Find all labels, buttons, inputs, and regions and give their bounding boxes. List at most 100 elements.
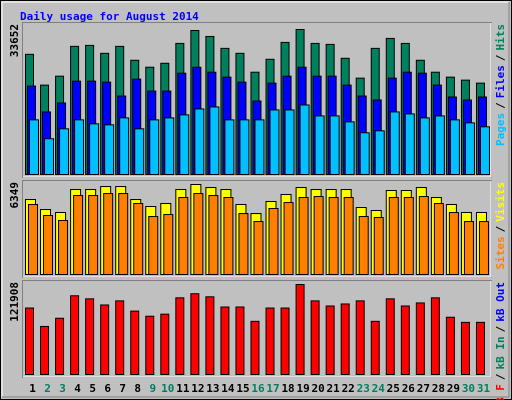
- bar: [329, 115, 340, 175]
- bar: [74, 119, 85, 175]
- bar: [283, 202, 294, 275]
- x-tick-label: 15: [236, 382, 249, 395]
- bar: [355, 300, 365, 376]
- bar: [373, 217, 384, 275]
- x-tick-label: 12: [191, 382, 204, 395]
- bar: [118, 193, 129, 275]
- x-tick-label: 24: [372, 382, 386, 395]
- bar: [89, 123, 100, 176]
- bar: [224, 119, 235, 175]
- bar: [58, 219, 69, 276]
- bar: [160, 313, 170, 375]
- x-tick-label: 7: [119, 382, 126, 395]
- legend-entry: kB F: [494, 384, 507, 400]
- bar: [479, 126, 490, 176]
- x-tick-label: 5: [89, 382, 96, 395]
- x-tick-label: 14: [221, 382, 235, 395]
- legend-entry: Files: [494, 65, 507, 98]
- bar: [115, 300, 125, 376]
- legend-entry: kB In: [494, 336, 507, 369]
- bar: [358, 216, 369, 276]
- bar: [119, 117, 130, 175]
- plot-bevel: [23, 23, 492, 178]
- legend-entry: kB Out: [494, 282, 507, 322]
- bar: [205, 296, 215, 376]
- bar: [220, 306, 230, 375]
- legend-separator: /: [494, 54, 507, 61]
- bar: [280, 307, 290, 375]
- x-tick-label: 16: [251, 382, 265, 395]
- bar: [130, 310, 140, 375]
- x-tick-label: 27: [417, 382, 430, 395]
- bar: [433, 203, 444, 275]
- legend-separator: /: [494, 373, 507, 380]
- bar: [238, 213, 249, 275]
- x-tick-label: 13: [206, 382, 219, 395]
- x-tick-label: 18: [281, 382, 294, 395]
- bar: [359, 132, 370, 175]
- x-tick-label: 20: [312, 382, 325, 395]
- legend-entry: Hits: [494, 24, 507, 51]
- bar: [70, 295, 80, 376]
- legend: Sites / Visits: [494, 182, 507, 270]
- bar: [175, 297, 185, 376]
- x-tick-label: 3: [59, 382, 66, 395]
- x-tick-label: 26: [402, 382, 416, 395]
- bar: [208, 195, 219, 275]
- bar: [103, 193, 114, 275]
- bar: [209, 106, 220, 175]
- legend: kB F / kB In / kB Out: [494, 282, 507, 400]
- bar: [445, 316, 455, 375]
- bar: [253, 221, 264, 276]
- x-tick-label: 17: [266, 382, 279, 395]
- bar: [415, 302, 425, 375]
- bar: [313, 196, 324, 276]
- bar: [388, 197, 399, 275]
- x-tick-label: 31: [477, 382, 491, 395]
- bar: [418, 196, 429, 276]
- bar: [73, 195, 84, 275]
- bar: [475, 321, 485, 375]
- max-label: 33652: [8, 24, 21, 57]
- bar: [148, 216, 159, 276]
- bar: [223, 197, 234, 275]
- x-tick-label: 19: [296, 382, 309, 395]
- bar: [190, 293, 200, 376]
- bar: [44, 138, 55, 175]
- bar: [134, 128, 145, 176]
- bar: [419, 117, 430, 175]
- bar: [85, 298, 95, 376]
- bar: [284, 109, 295, 175]
- max-label: 6349: [8, 182, 21, 209]
- bar: [149, 119, 160, 175]
- bar: [28, 204, 38, 275]
- legend: Pages / Files / Hits: [494, 24, 507, 146]
- bar: [104, 124, 115, 175]
- bar: [343, 197, 354, 275]
- x-tick-label: 4: [74, 382, 81, 395]
- x-tick-label: 11: [176, 382, 190, 395]
- bar: [299, 104, 310, 175]
- bar: [163, 214, 174, 275]
- legend-entry: Sites: [494, 236, 507, 269]
- bar: [430, 297, 440, 376]
- x-tick-label: 25: [387, 382, 400, 395]
- x-tick-label: 22: [342, 382, 355, 395]
- bar: [478, 221, 489, 276]
- bar: [389, 111, 400, 175]
- bar: [295, 284, 305, 375]
- bar: [43, 215, 54, 276]
- bar: [239, 119, 250, 175]
- bar: [40, 325, 50, 376]
- x-tick-label: 23: [357, 382, 370, 395]
- bar: [385, 298, 395, 376]
- chart-title: Daily usage for August 2014: [20, 10, 199, 23]
- x-tick-label: 21: [327, 382, 341, 395]
- bar: [178, 197, 189, 275]
- legend-entry: Visits: [494, 182, 507, 222]
- bar: [179, 114, 190, 175]
- x-tick-label: 1: [29, 382, 36, 395]
- bar: [434, 115, 445, 175]
